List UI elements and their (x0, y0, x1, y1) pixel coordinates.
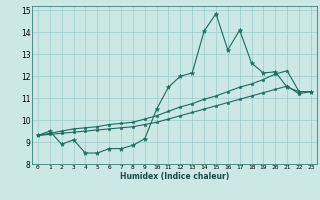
X-axis label: Humidex (Indice chaleur): Humidex (Indice chaleur) (120, 172, 229, 181)
